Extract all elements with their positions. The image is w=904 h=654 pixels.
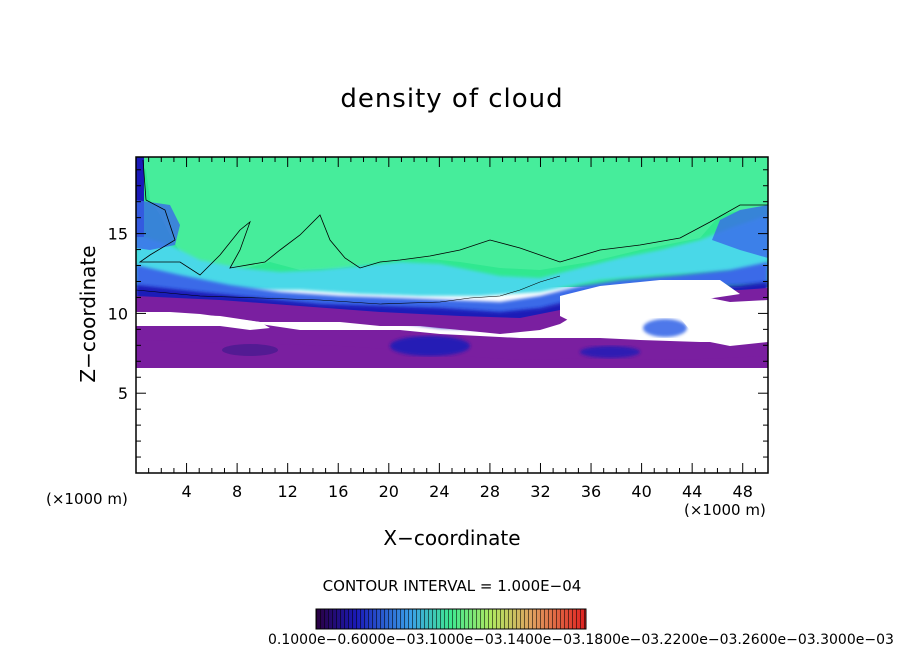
- contour-line-mid: [136, 275, 561, 305]
- gap-white-3: [136, 312, 270, 330]
- field-purple-base: [136, 340, 768, 372]
- y-tick-label: 15: [108, 225, 128, 244]
- y-tick-label: 10: [108, 304, 128, 323]
- x-tick-label: 28: [480, 482, 500, 501]
- x-tick-label: 32: [530, 482, 550, 501]
- x-tick-label: 48: [733, 482, 753, 501]
- y-axis-label: Z−coordinate: [76, 245, 100, 383]
- blob-blue-2: [643, 319, 687, 337]
- x-unit-right: (×1000 m): [684, 501, 766, 519]
- x-tick-label: 16: [328, 482, 348, 501]
- left-edge-blue: [136, 157, 144, 237]
- y-axis-ticks: 5 10 15: [108, 169, 768, 458]
- x-tick-label: 44: [682, 482, 702, 501]
- x-tick-label: 20: [379, 482, 399, 501]
- x-axis-ticks: 4 8 12 16 20 24 28 32 36 40 44 48: [148, 157, 756, 501]
- blob-purple-1: [222, 344, 278, 356]
- colorbar-frame: [315, 608, 587, 630]
- field-empty-lower: [136, 368, 768, 473]
- chart-title: density of cloud: [340, 84, 564, 114]
- gap-white-1: [560, 280, 740, 330]
- contour-interval: CONTOUR INTERVAL = 1.000E−04: [322, 577, 582, 595]
- heatmap-field: [136, 157, 768, 473]
- x-axis-label: X−coordinate: [383, 526, 521, 550]
- contour-line-upper: [138, 159, 768, 276]
- gap-white-2: [680, 314, 768, 346]
- x-unit-left: (×1000 m): [46, 490, 128, 508]
- x-tick-label: 40: [631, 482, 651, 501]
- left-edge-patch: [136, 200, 180, 250]
- x-tick-label: 4: [181, 482, 191, 501]
- x-tick-label: 36: [581, 482, 601, 501]
- x-tick-label: 24: [429, 482, 449, 501]
- blob-blue-3: [580, 346, 640, 358]
- colorbar-labels: 0.1000e−0.6000e−03.1000e−03.1400e−03.180…: [268, 632, 894, 648]
- right-edge-patch: [712, 205, 768, 258]
- blob-blue-1: [390, 336, 470, 356]
- x-tick-label: 12: [278, 482, 298, 501]
- x-tick-label: 8: [232, 482, 242, 501]
- field-cyan-band: [136, 215, 768, 296]
- field-light-green: [136, 157, 768, 270]
- y-tick-label: 5: [118, 384, 128, 403]
- colorbar-stripes: [316, 609, 586, 629]
